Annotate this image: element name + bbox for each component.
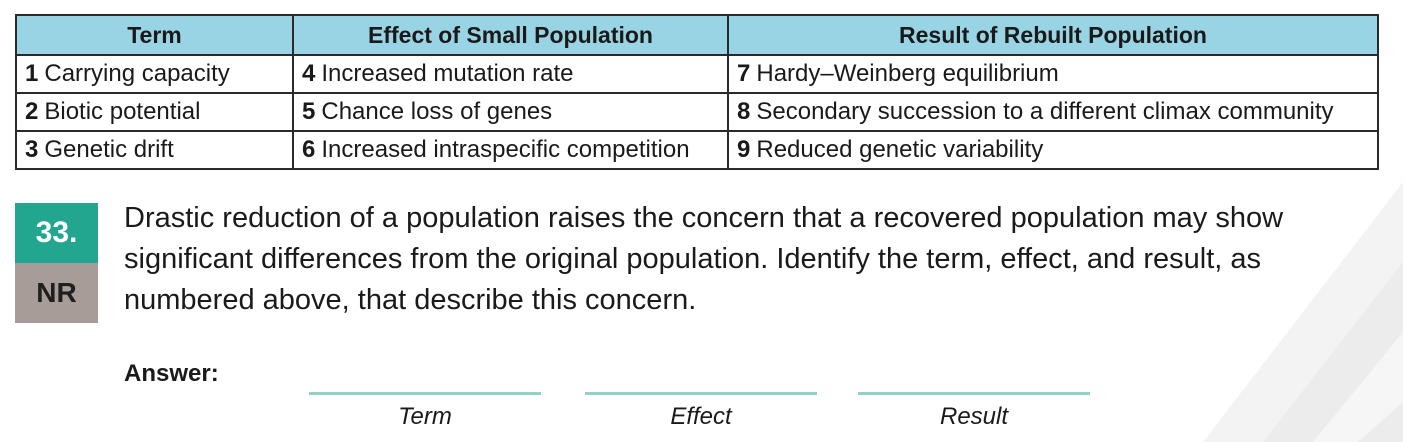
cell-number: 2 [25, 98, 38, 125]
table-cell: 3 Genetic drift [16, 131, 293, 169]
cell-text: Increased mutation rate [321, 60, 573, 87]
cell-number: 8 [737, 98, 750, 125]
table-row: 2 Biotic potential 5 Chance loss of genes … [16, 93, 1378, 131]
header-result: Result of Rebuilt Population [728, 15, 1378, 55]
cell-text: Reduced genetic variability [756, 136, 1043, 163]
cell-number: 1 [25, 60, 38, 87]
cell-text: Carrying capacity [44, 60, 229, 87]
blank-caption: Result [940, 403, 1008, 430]
cell-text: Secondary succession to a different clim… [756, 98, 1333, 125]
cell-number: 4 [302, 60, 315, 87]
question-number-badge: 33. [15, 203, 98, 263]
cell-number: 7 [737, 60, 750, 87]
header-effect: Effect of Small Population [293, 15, 728, 55]
table-cell: 4 Increased mutation rate [293, 55, 728, 93]
table-cell: 7 Hardy–Weinberg equilibrium [728, 55, 1378, 93]
cell-number: 9 [737, 136, 750, 163]
blank-caption: Term [398, 403, 452, 430]
answer-label: Answer: [124, 360, 219, 388]
term-table: Term Effect of Small Population Result o… [15, 14, 1379, 170]
table-cell: 9 Reduced genetic variability [728, 131, 1378, 169]
table-cell: 5 Chance loss of genes [293, 93, 728, 131]
table-header-row: Term Effect of Small Population Result o… [16, 15, 1378, 55]
cell-text: Increased intraspecific competition [321, 136, 689, 163]
answer-blank-result[interactable]: Result [858, 392, 1090, 431]
question-text: Drastic reduction of a population raises… [124, 198, 1334, 321]
question-type-badge: NR [15, 263, 98, 323]
cell-text: Biotic potential [44, 98, 200, 125]
cell-text: Genetic drift [44, 136, 173, 163]
table-cell: 1 Carrying capacity [16, 55, 293, 93]
table-cell: 6 Increased intraspecific competition [293, 131, 728, 169]
table-row: 3 Genetic drift 6 Increased intraspecific … [16, 131, 1378, 169]
table-row: 1 Carrying capacity 4 Increased mutation r… [16, 55, 1378, 93]
cell-text: Chance loss of genes [321, 98, 552, 125]
answer-blank-term[interactable]: Term [309, 392, 541, 431]
table-cell: 2 Biotic potential [16, 93, 293, 131]
cell-number: 5 [302, 98, 315, 125]
cell-number: 6 [302, 136, 315, 163]
answer-blank-effect[interactable]: Effect [585, 392, 817, 431]
header-term: Term [16, 15, 293, 55]
cell-number: 3 [25, 136, 38, 163]
table-cell: 8 Secondary succession to a different cli… [728, 93, 1378, 131]
blank-caption: Effect [670, 403, 731, 430]
cell-text: Hardy–Weinberg equilibrium [756, 60, 1058, 87]
